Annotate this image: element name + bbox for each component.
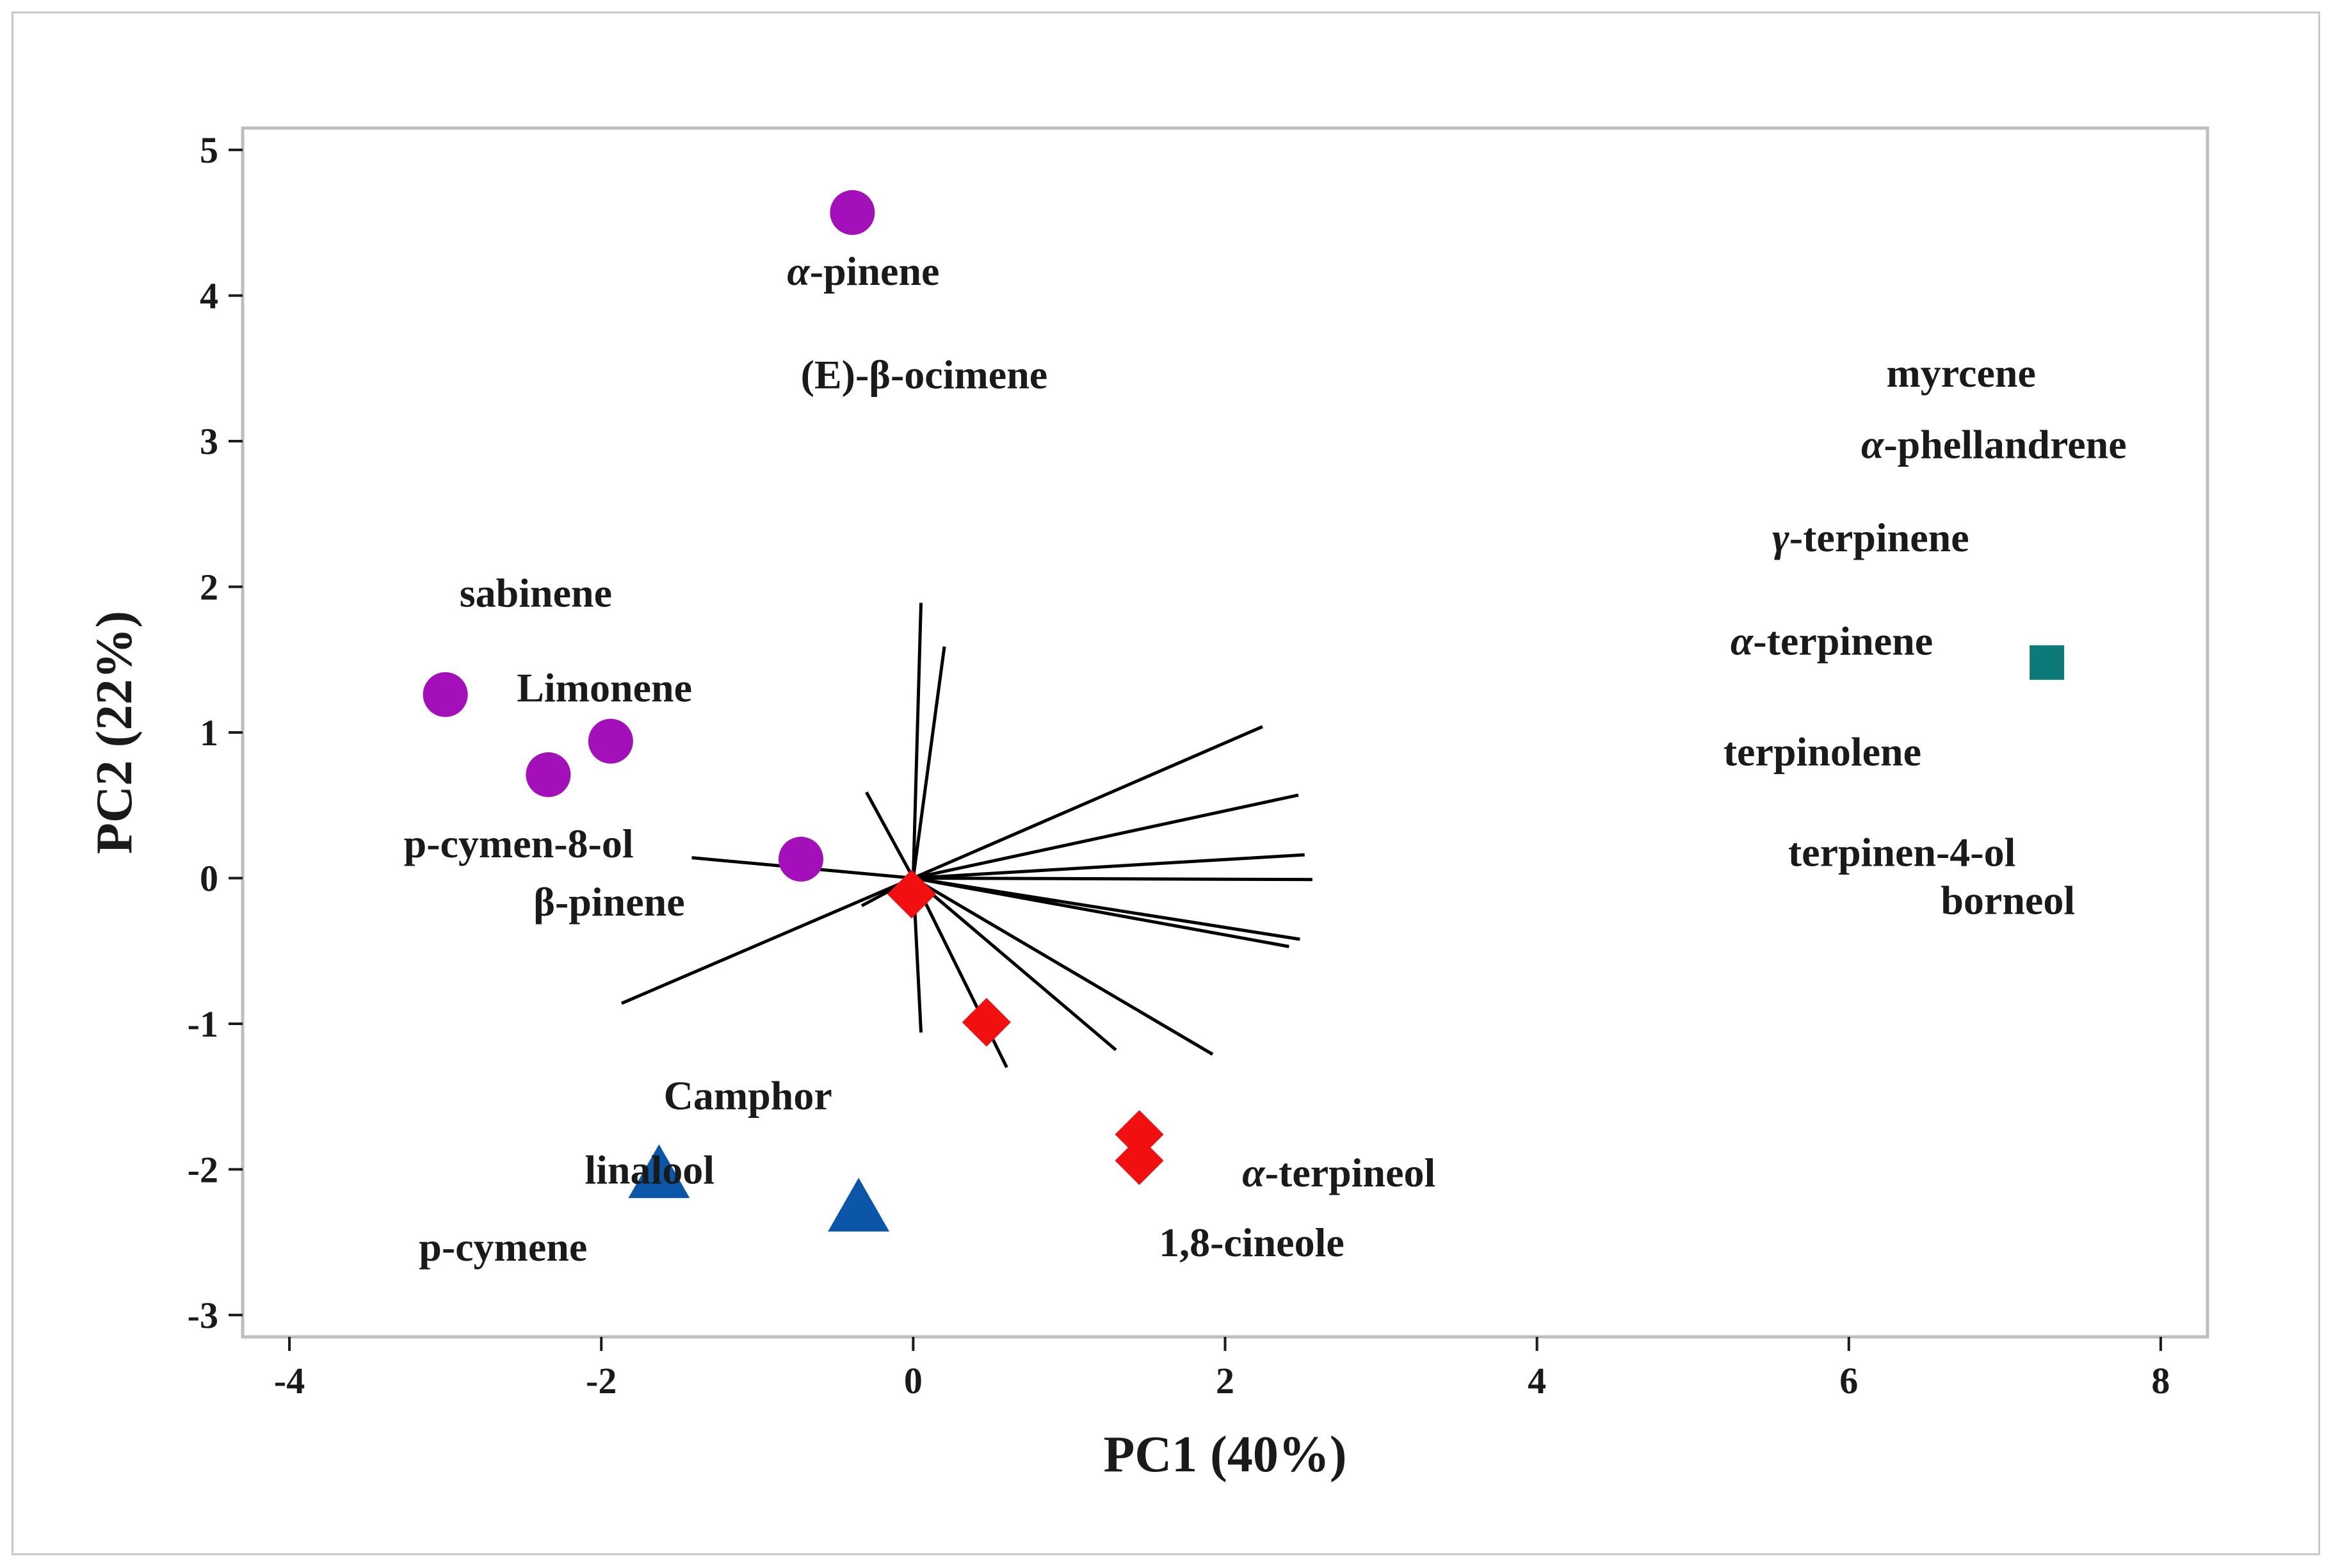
- x-tick-label: 0: [904, 1360, 923, 1402]
- variable-label: terpinen-4-ol: [1788, 830, 2016, 875]
- loading-vector-9: [912, 877, 1117, 1051]
- variable-label: α-terpinene: [1731, 618, 1933, 664]
- point-diamond-3: [1115, 1136, 1164, 1185]
- point-circle-4: [778, 836, 823, 882]
- point-triangle-0: [628, 1144, 690, 1199]
- point-circle-1: [423, 672, 468, 717]
- x-tick-label: 8: [2151, 1360, 2170, 1402]
- variable-label: p-cymen-8-ol: [404, 821, 634, 866]
- point-diamond-0: [887, 869, 936, 919]
- variable-label: terpinolene: [1724, 729, 1921, 775]
- point-circle-2: [588, 718, 633, 764]
- loading-vector-0: [911, 602, 923, 878]
- x-tick-label: 4: [1528, 1360, 1546, 1402]
- loading-vector-12: [865, 791, 915, 879]
- variable-label: α-terpineol: [1242, 1150, 1435, 1195]
- y-tick-label: 3: [200, 421, 218, 462]
- loading-vector-8: [912, 877, 1214, 1056]
- loading-vector-14: [620, 877, 914, 1005]
- variable-label: Camphor: [664, 1072, 832, 1118]
- loading-vectors: [620, 602, 1312, 1069]
- x-axis-title: PC1 (40%): [1104, 1427, 1347, 1483]
- score-points: [423, 190, 2065, 1232]
- y-axis-title: PC2 (22%): [86, 611, 143, 854]
- variable-label: p-cymene: [419, 1224, 587, 1270]
- variable-label: 1,8-cineole: [1159, 1220, 1344, 1265]
- variable-label: (E)-β-ocimene: [801, 352, 1048, 397]
- y-tick-label: -3: [188, 1295, 218, 1336]
- variable-label: borneol: [1941, 878, 2075, 923]
- x-tick-label: 2: [1216, 1360, 1234, 1402]
- loading-vector-3: [912, 793, 1299, 880]
- variable-label: β-pinene: [533, 879, 684, 925]
- x-tick-label: -4: [274, 1360, 305, 1402]
- variable-label: Limonene: [517, 665, 692, 710]
- y-tick-label: -2: [188, 1149, 218, 1190]
- point-diamond-1: [962, 998, 1011, 1047]
- variable-label: α-pinene: [787, 248, 939, 294]
- variable-label: α-phellandrene: [1861, 422, 2127, 467]
- y-tick-label: 5: [200, 129, 218, 171]
- loading-vector-2: [912, 725, 1263, 880]
- point-circle-3: [526, 752, 571, 797]
- point-diamond-2: [1115, 1110, 1164, 1159]
- point-triangle-1: [828, 1177, 890, 1232]
- y-tick-label: 1: [200, 712, 218, 754]
- variable-label: myrcene: [1886, 350, 2035, 396]
- y-tick-label: 4: [200, 275, 218, 317]
- loading-vector-7: [912, 877, 1289, 948]
- x-tick-label: -2: [586, 1360, 617, 1402]
- variable-labels: α-pinene (E)-β-ocimene sabinene Limonene p-c…: [404, 248, 2127, 1270]
- variable-label: sabinene: [460, 570, 612, 616]
- loading-vector-5: [913, 876, 1312, 882]
- figure-frame: [12, 12, 2320, 1555]
- loading-vector-4: [913, 853, 1305, 880]
- axes: -4 -2 0 2 4 6 8 -3 -2 -1 0 1 2 3 4 5: [188, 129, 2170, 1402]
- variable-label: γ-terpinene: [1772, 515, 1969, 560]
- point-square-0: [2030, 645, 2065, 680]
- y-tick-label: 2: [200, 567, 218, 608]
- y-tick-label: 0: [200, 857, 218, 899]
- loading-vector-1: [911, 646, 946, 878]
- variable-label: linalool: [585, 1147, 714, 1192]
- y-tick-label: -1: [188, 1003, 218, 1045]
- point-circle-0: [830, 190, 875, 235]
- x-tick-label: 6: [1839, 1360, 1858, 1402]
